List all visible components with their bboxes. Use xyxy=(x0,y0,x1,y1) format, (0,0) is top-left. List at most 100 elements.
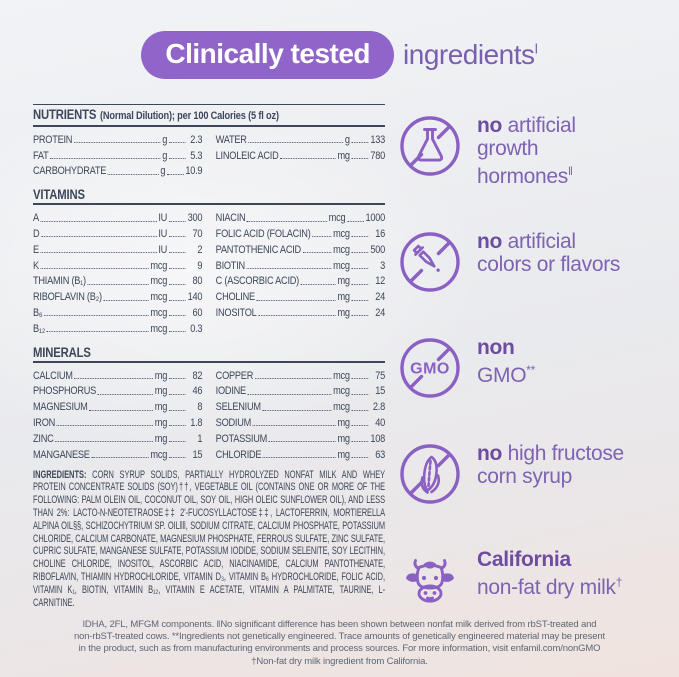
row-unit: g xyxy=(162,133,168,146)
row-value: 82 xyxy=(192,369,203,382)
table-row: B₆ mcg 60 xyxy=(33,303,203,319)
leader-dots xyxy=(107,173,159,175)
table-row: NIACIN mcg 1000 xyxy=(216,208,386,225)
table-row: E IU 2 xyxy=(33,240,203,256)
row-label: IODINE xyxy=(215,385,246,398)
leader-dots xyxy=(168,393,186,395)
row-label: B₁₂ xyxy=(33,322,46,335)
row-unit: mcg xyxy=(333,227,350,240)
table-row: INOSITOL mg 24 xyxy=(216,303,386,319)
leader-dots xyxy=(351,393,369,395)
row-unit: mg xyxy=(337,149,350,162)
row-unit: mg xyxy=(337,448,350,461)
leader-dots xyxy=(256,299,336,301)
claim-text: no artificial growth hormonesǁ xyxy=(477,114,576,188)
row-unit: mcg xyxy=(150,322,168,335)
row-unit: IU xyxy=(158,212,168,225)
row-unit: mcg xyxy=(333,259,350,272)
nutrients-section: NUTRIENTS (Normal Dilution); per 100 Cal… xyxy=(33,104,385,177)
table-row: D IU 70 xyxy=(33,224,203,240)
row-label: D xyxy=(33,227,40,240)
table-row: MANGANESE mcg 15 xyxy=(33,445,203,461)
vitamins-column-right: NIACIN mcg 1000 FOLIC ACID (FOLACIN) mcg 16 PA… xyxy=(215,208,386,334)
nutrients-columns: PROTEIN g 2.3 FAT g 5.3 CARBOHYDRATE g 10.9 WATE… xyxy=(33,130,385,178)
row-unit: mcg xyxy=(150,448,168,461)
table-row: B₁₂ mcg 0.3 xyxy=(33,319,203,335)
table-row: PANTOTHENIC ACID mcg 500 xyxy=(215,240,386,256)
row-value: 1.8 xyxy=(190,416,203,429)
leader-dots xyxy=(258,315,336,317)
row-value: 2.8 xyxy=(372,401,385,414)
row-unit: mcg xyxy=(150,291,168,304)
leader-dots xyxy=(41,236,157,238)
row-label: MANGANESE xyxy=(33,448,90,461)
row-label: PANTOTHENIC ACID xyxy=(215,243,302,256)
row-value: 9 xyxy=(197,259,203,272)
row-value: 70 xyxy=(192,227,203,240)
row-unit: mg xyxy=(337,291,350,304)
row-value: 1 xyxy=(197,432,203,445)
table-row: RIBOFLAVIN (B₂) mcg 140 xyxy=(33,287,203,304)
row-value: 10.9 xyxy=(185,165,203,178)
claim-text: California non-fat dry milk† xyxy=(477,548,623,599)
row-value: 3 xyxy=(380,259,385,272)
table-row: COPPER mcg 75 xyxy=(215,366,386,382)
leader-dots xyxy=(168,378,186,380)
row-label: CALCIUM xyxy=(33,369,73,382)
row-value: 24 xyxy=(375,306,385,319)
row-unit: g xyxy=(160,165,166,178)
table-row: BIOTIN mcg 3 xyxy=(216,256,386,272)
ingredients-text: CORN SYRUP SOLIDS, PARTIALLY HYDROLYZED … xyxy=(33,468,385,609)
header-banner: Clinically tested ingredientsǀ xyxy=(0,31,679,79)
leader-dots xyxy=(44,315,149,317)
row-unit: mg xyxy=(154,385,168,398)
leader-dots xyxy=(103,299,149,301)
row-label: PROTEIN xyxy=(33,133,73,146)
leader-dots xyxy=(46,331,149,333)
nutrition-tables: NUTRIENTS (Normal Dilution); per 100 Cal… xyxy=(33,104,385,461)
svg-text:GMO: GMO xyxy=(410,361,450,378)
ingredients-paragraph: INGREDIENTS: CORN SYRUP SOLIDS, PARTIALL… xyxy=(33,469,385,610)
row-label: COPPER xyxy=(215,369,254,382)
row-value: 1000 xyxy=(365,212,385,225)
minerals-title: MINERALS xyxy=(33,344,91,360)
leader-dots xyxy=(168,236,186,238)
row-label: MAGNESIUM xyxy=(33,401,88,414)
row-value: 46 xyxy=(192,385,203,398)
row-value: 500 xyxy=(370,243,385,256)
ingredients-label: INGREDIENTS: xyxy=(33,468,87,481)
leader-dots xyxy=(40,252,157,254)
leader-dots xyxy=(168,220,186,222)
minerals-column-left: CALCIUM mg 82 PHOSPHORUS mg 46 MAGNESIUM mg 8 IRO… xyxy=(33,366,203,461)
row-value: 40 xyxy=(375,416,385,429)
claim-text: no artificial colors or flavors xyxy=(477,230,621,276)
table-row: CHLORIDE mg 63 xyxy=(216,445,386,461)
row-value: 2 xyxy=(197,243,203,256)
row-unit: mg xyxy=(154,416,168,429)
table-row: PROTEIN g 2.3 xyxy=(33,130,203,146)
badge-text: Clinically tested xyxy=(165,38,371,69)
table-row: FAT g 5.3 xyxy=(33,146,203,162)
claim-item: no artificial colors or flavors xyxy=(398,230,666,294)
leader-dots xyxy=(168,268,186,270)
leader-dots xyxy=(168,315,186,317)
table-row: IODINE mcg 15 xyxy=(215,382,386,398)
row-unit: mg xyxy=(337,416,350,429)
table-row: FOLIC ACID (FOLACIN) mcg 16 xyxy=(216,224,386,240)
leader-dots xyxy=(168,441,186,443)
table-row: A IU 300 xyxy=(33,208,203,225)
row-label: CHOLINE xyxy=(215,291,255,304)
leader-dots xyxy=(74,378,154,380)
leader-dots xyxy=(168,409,186,411)
row-value: 5.3 xyxy=(190,149,203,162)
row-unit: mg xyxy=(337,275,350,288)
row-label: ZINC xyxy=(33,432,54,445)
row-value: 0.3 xyxy=(190,322,203,335)
row-value: 780 xyxy=(370,149,385,162)
row-value: 80 xyxy=(192,275,203,288)
leader-dots xyxy=(351,457,369,459)
leader-dots xyxy=(248,142,344,144)
row-label: B₆ xyxy=(33,306,43,319)
leader-dots xyxy=(73,142,161,144)
